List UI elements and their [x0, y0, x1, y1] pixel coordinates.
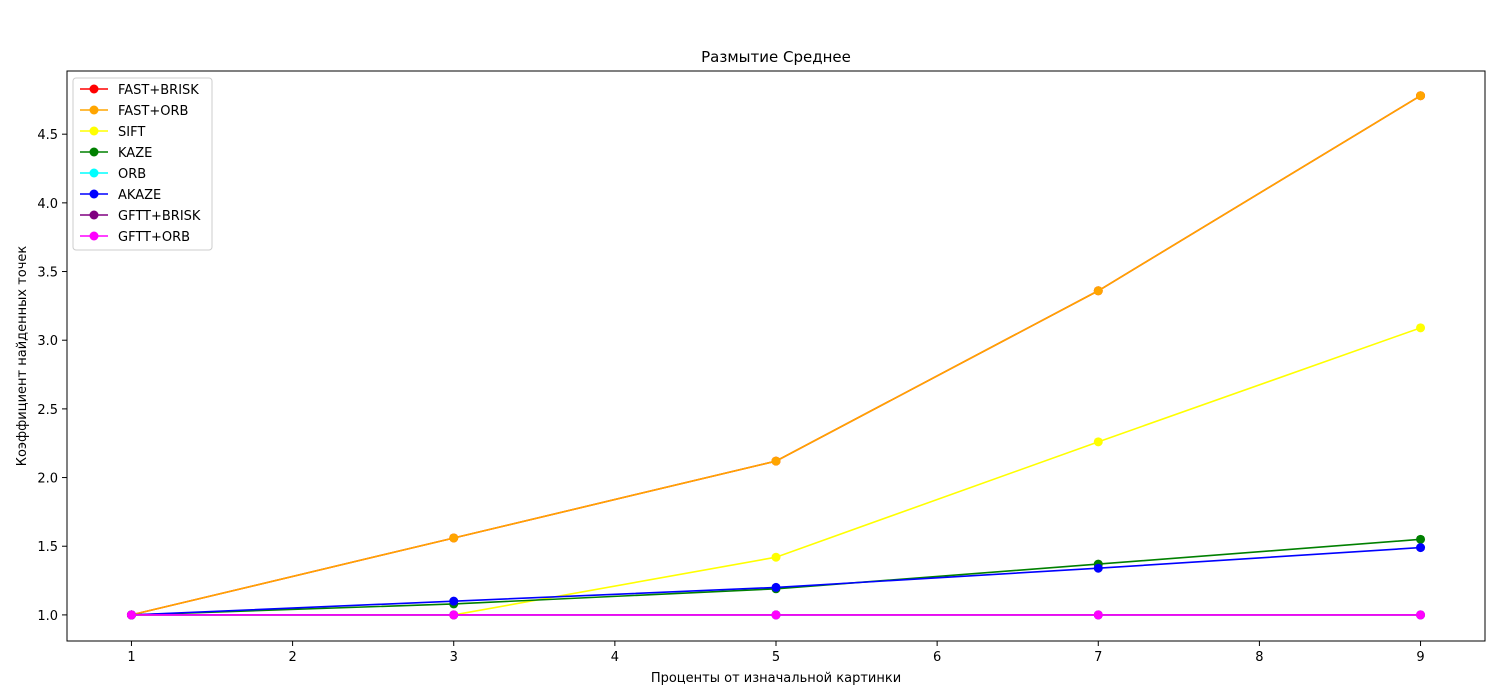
legend-label: FAST+ORB	[118, 104, 188, 119]
data-point	[1416, 610, 1426, 620]
y-tick-label: 4.5	[37, 128, 58, 143]
legend-label: ORB	[118, 167, 146, 182]
legend-marker	[89, 84, 99, 94]
legend-marker	[89, 126, 99, 136]
data-point	[1416, 543, 1426, 553]
legend-marker	[89, 231, 99, 241]
data-point	[771, 456, 781, 466]
y-tick-label: 1.5	[37, 540, 58, 555]
data-point	[1416, 91, 1426, 101]
legend: FAST+BRISK FAST+ORB SIFT KAZE ORB AKAZE GFTT+B…	[72, 77, 213, 251]
legend-marker	[89, 147, 99, 157]
data-point	[1416, 534, 1426, 544]
data-point	[771, 582, 781, 592]
x-tick-label: 4	[611, 650, 619, 665]
data-point	[1093, 563, 1103, 573]
x-tick-label: 8	[1255, 650, 1263, 665]
data-point	[1416, 323, 1426, 333]
x-tick-label: 5	[772, 650, 780, 665]
legend-item: AKAZE	[80, 188, 161, 203]
legend-marker	[89, 210, 99, 220]
data-point	[771, 610, 781, 620]
y-tick-label: 2.5	[37, 403, 58, 418]
y-tick-label: 3.0	[37, 334, 58, 349]
data-point	[1093, 610, 1103, 620]
plot-frame	[66, 70, 1486, 642]
y-tick-label: 1.0	[37, 609, 58, 624]
data-point	[449, 596, 459, 606]
legend-label: GFTT+ORB	[118, 230, 190, 245]
x-tick-label: 2	[288, 650, 296, 665]
x-tick-label: 9	[1416, 650, 1424, 665]
legend-label: GFTT+BRISK	[118, 209, 201, 224]
data-point	[126, 610, 136, 620]
data-point	[771, 552, 781, 562]
legend-marker	[89, 105, 99, 115]
legend-label: SIFT	[118, 125, 145, 140]
legend-label: FAST+BRISK	[118, 83, 199, 98]
y-tick-label: 4.0	[37, 197, 58, 212]
data-point	[449, 533, 459, 543]
y-tick-label: 2.0	[37, 472, 58, 487]
legend-label: AKAZE	[118, 188, 161, 203]
legend-item: FAST+BRISK	[80, 83, 199, 98]
plot-area: 1 2 3 4 5 6 7 8 9 1.0 1.5 2.0 2.5 3.0 3.5 4.0 4.5	[37, 70, 1486, 665]
legend-item: GFTT+BRISK	[80, 209, 201, 224]
legend-item: KAZE	[80, 146, 152, 161]
legend-item: ORB	[80, 167, 146, 182]
chart-title: Размытие Среднее	[701, 48, 851, 66]
x-axis-title: Проценты от изначальной картинки	[651, 671, 901, 686]
y-axis-title: Коэффициент найденных точек	[15, 246, 30, 467]
legend-marker	[89, 168, 99, 178]
legend-item: FAST+ORB	[80, 104, 188, 119]
legend-item: GFTT+ORB	[80, 230, 190, 245]
x-tick-label: 1	[127, 650, 135, 665]
data-point	[1093, 286, 1103, 296]
x-tick-label: 3	[450, 650, 458, 665]
legend-marker	[89, 189, 99, 199]
legend-box	[72, 77, 213, 251]
x-tick-label: 7	[1094, 650, 1102, 665]
legend-label: KAZE	[118, 146, 152, 161]
data-point	[449, 610, 459, 620]
legend-item: SIFT	[80, 125, 145, 140]
y-tick-label: 3.5	[37, 266, 58, 281]
data-point	[1093, 437, 1103, 447]
series-gftt-orb	[126, 610, 1426, 620]
x-tick-label: 6	[933, 650, 941, 665]
